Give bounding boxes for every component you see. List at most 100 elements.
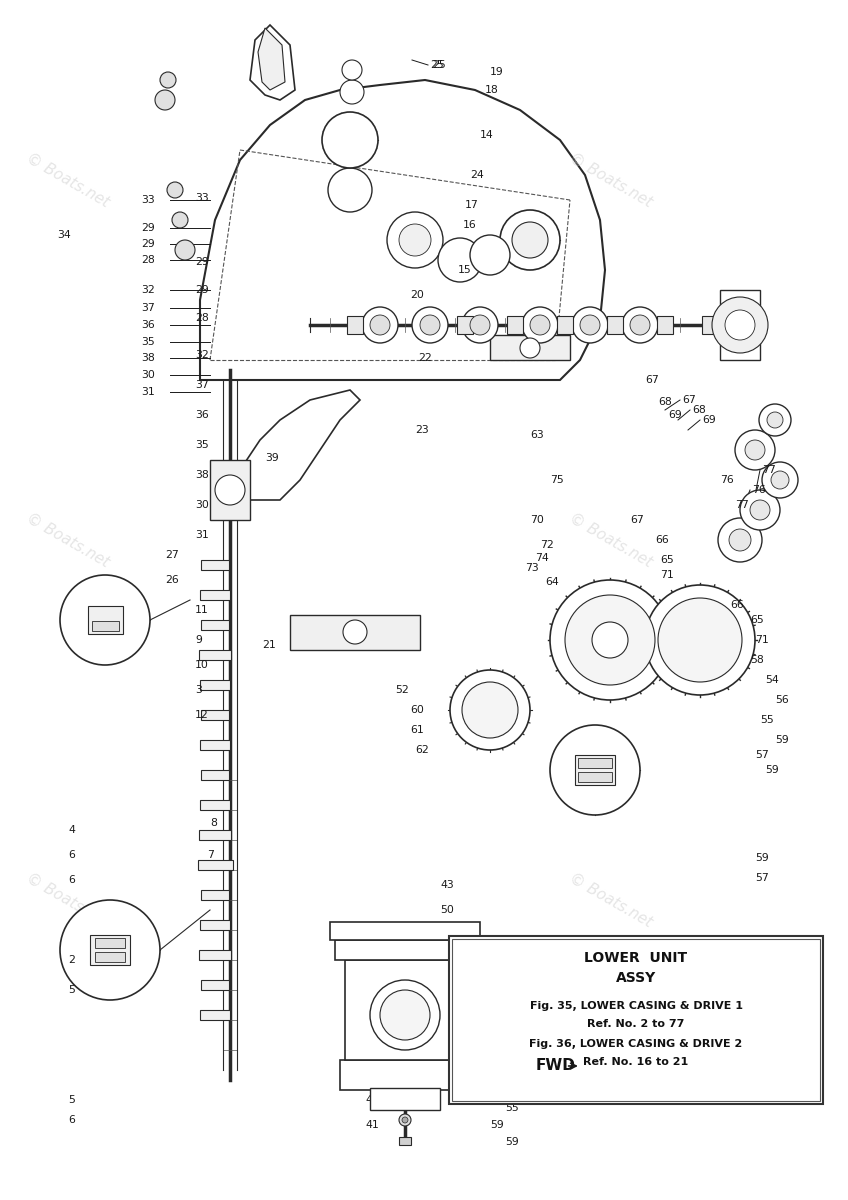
- Text: 60: 60: [410, 704, 424, 715]
- Text: LOWER  UNIT: LOWER UNIT: [584, 950, 688, 965]
- Circle shape: [572, 307, 608, 343]
- Circle shape: [340, 80, 364, 104]
- Text: 28: 28: [142, 254, 155, 265]
- Polygon shape: [200, 80, 605, 380]
- Text: © Boats.net: © Boats.net: [566, 870, 655, 930]
- Circle shape: [712, 296, 768, 353]
- Text: 35: 35: [195, 440, 209, 450]
- Circle shape: [155, 90, 175, 110]
- Text: © Boats.net: © Boats.net: [566, 150, 655, 210]
- Text: 59: 59: [765, 766, 778, 775]
- Circle shape: [172, 212, 188, 228]
- Bar: [457, 316, 473, 334]
- Circle shape: [767, 412, 783, 428]
- Circle shape: [370, 314, 390, 335]
- Text: 59: 59: [505, 1138, 519, 1147]
- Text: FWD: FWD: [536, 1058, 576, 1074]
- Bar: [201, 620, 229, 630]
- Text: 29: 29: [142, 223, 155, 233]
- Text: 51: 51: [445, 930, 459, 940]
- Circle shape: [740, 490, 780, 530]
- Circle shape: [512, 222, 548, 258]
- Text: 27: 27: [165, 550, 179, 560]
- Text: 77: 77: [735, 500, 749, 510]
- Circle shape: [470, 314, 490, 335]
- Text: 36: 36: [195, 410, 209, 420]
- Circle shape: [399, 1114, 411, 1126]
- Text: 66: 66: [730, 600, 744, 610]
- Polygon shape: [250, 25, 295, 100]
- Text: Fig. 35, LOWER CASING & DRIVE 1: Fig. 35, LOWER CASING & DRIVE 1: [529, 1001, 743, 1010]
- Text: 71: 71: [755, 635, 769, 646]
- Text: 9: 9: [195, 635, 202, 646]
- Text: 32: 32: [142, 284, 155, 295]
- Circle shape: [362, 307, 398, 343]
- Circle shape: [771, 470, 789, 490]
- Circle shape: [759, 404, 791, 436]
- Circle shape: [343, 620, 367, 644]
- Text: 23: 23: [415, 425, 429, 434]
- Text: 41: 41: [365, 1120, 379, 1130]
- Bar: [578, 772, 612, 782]
- Text: 65: 65: [750, 614, 764, 625]
- Text: 10: 10: [195, 660, 209, 670]
- Text: 8: 8: [210, 818, 217, 828]
- Text: 30: 30: [195, 500, 209, 510]
- Text: 15: 15: [458, 265, 471, 275]
- Text: 43: 43: [440, 880, 454, 890]
- Text: Ref. No. 2 to 77: Ref. No. 2 to 77: [588, 1019, 684, 1028]
- Text: 54: 54: [765, 674, 778, 685]
- Circle shape: [762, 462, 798, 498]
- Bar: [200, 680, 230, 690]
- Bar: [92, 622, 119, 631]
- Text: 73: 73: [525, 563, 538, 572]
- Bar: [399, 1138, 411, 1145]
- Circle shape: [522, 307, 558, 343]
- Bar: [201, 890, 229, 900]
- FancyBboxPatch shape: [449, 936, 823, 1104]
- Text: 53: 53: [490, 1085, 504, 1094]
- Text: 37: 37: [195, 380, 209, 390]
- Circle shape: [420, 314, 440, 335]
- Text: 52: 52: [395, 685, 409, 695]
- Circle shape: [470, 235, 510, 275]
- Text: 19: 19: [490, 67, 504, 77]
- Text: 57: 57: [755, 750, 769, 760]
- Text: 6: 6: [68, 875, 75, 886]
- Bar: [340, 1060, 470, 1090]
- Text: 75: 75: [550, 475, 564, 485]
- Circle shape: [729, 529, 751, 551]
- Text: 28: 28: [195, 313, 209, 323]
- Circle shape: [399, 224, 431, 256]
- Text: 37: 37: [142, 302, 155, 313]
- Text: 21: 21: [262, 640, 276, 650]
- Text: 67: 67: [682, 395, 695, 404]
- Bar: [199, 650, 231, 660]
- Text: 7: 7: [207, 850, 214, 860]
- Text: 18: 18: [485, 85, 499, 95]
- Circle shape: [580, 314, 600, 335]
- Polygon shape: [258, 28, 285, 90]
- Bar: [200, 920, 230, 930]
- Circle shape: [592, 622, 628, 658]
- Circle shape: [530, 314, 550, 335]
- Text: 59: 59: [490, 1120, 504, 1130]
- Text: 68: 68: [692, 404, 706, 415]
- Text: 3: 3: [195, 685, 202, 695]
- Text: 25: 25: [430, 60, 444, 70]
- Bar: [657, 316, 673, 334]
- Text: 5: 5: [68, 1094, 75, 1105]
- Text: 6: 6: [68, 1115, 75, 1126]
- Text: 76: 76: [720, 475, 734, 485]
- Text: 33: 33: [142, 194, 155, 205]
- Bar: [200, 800, 230, 810]
- Circle shape: [565, 595, 655, 685]
- Circle shape: [60, 900, 160, 1000]
- Bar: [720, 290, 760, 360]
- Text: 48: 48: [465, 965, 479, 974]
- Text: 63: 63: [530, 430, 544, 440]
- Text: © Boats.net: © Boats.net: [24, 870, 112, 930]
- Text: 56: 56: [775, 695, 789, 704]
- Circle shape: [387, 212, 443, 268]
- Bar: [199, 950, 231, 960]
